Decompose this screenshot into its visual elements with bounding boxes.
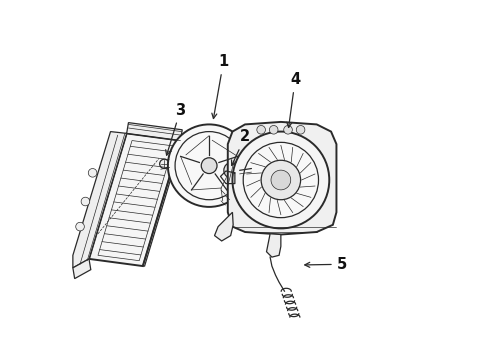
Circle shape — [224, 162, 240, 178]
Polygon shape — [246, 164, 260, 174]
Circle shape — [243, 142, 318, 218]
Polygon shape — [228, 122, 337, 234]
Circle shape — [270, 126, 278, 134]
Circle shape — [284, 126, 293, 134]
Polygon shape — [89, 134, 180, 266]
Text: 4: 4 — [287, 72, 300, 127]
Text: 5: 5 — [305, 257, 347, 272]
Circle shape — [261, 160, 300, 200]
Text: 1: 1 — [212, 54, 229, 118]
Polygon shape — [267, 234, 281, 257]
Circle shape — [88, 168, 97, 177]
Text: 2: 2 — [232, 130, 250, 166]
Circle shape — [160, 159, 169, 168]
Circle shape — [76, 222, 84, 231]
Circle shape — [81, 197, 90, 206]
Text: 3: 3 — [166, 103, 186, 155]
Circle shape — [296, 126, 305, 134]
Polygon shape — [73, 259, 91, 279]
Polygon shape — [73, 132, 126, 268]
Circle shape — [232, 132, 329, 228]
Circle shape — [201, 158, 217, 174]
Polygon shape — [126, 123, 182, 140]
Circle shape — [168, 125, 250, 207]
Circle shape — [271, 170, 291, 190]
Circle shape — [257, 126, 266, 134]
Polygon shape — [215, 212, 233, 241]
